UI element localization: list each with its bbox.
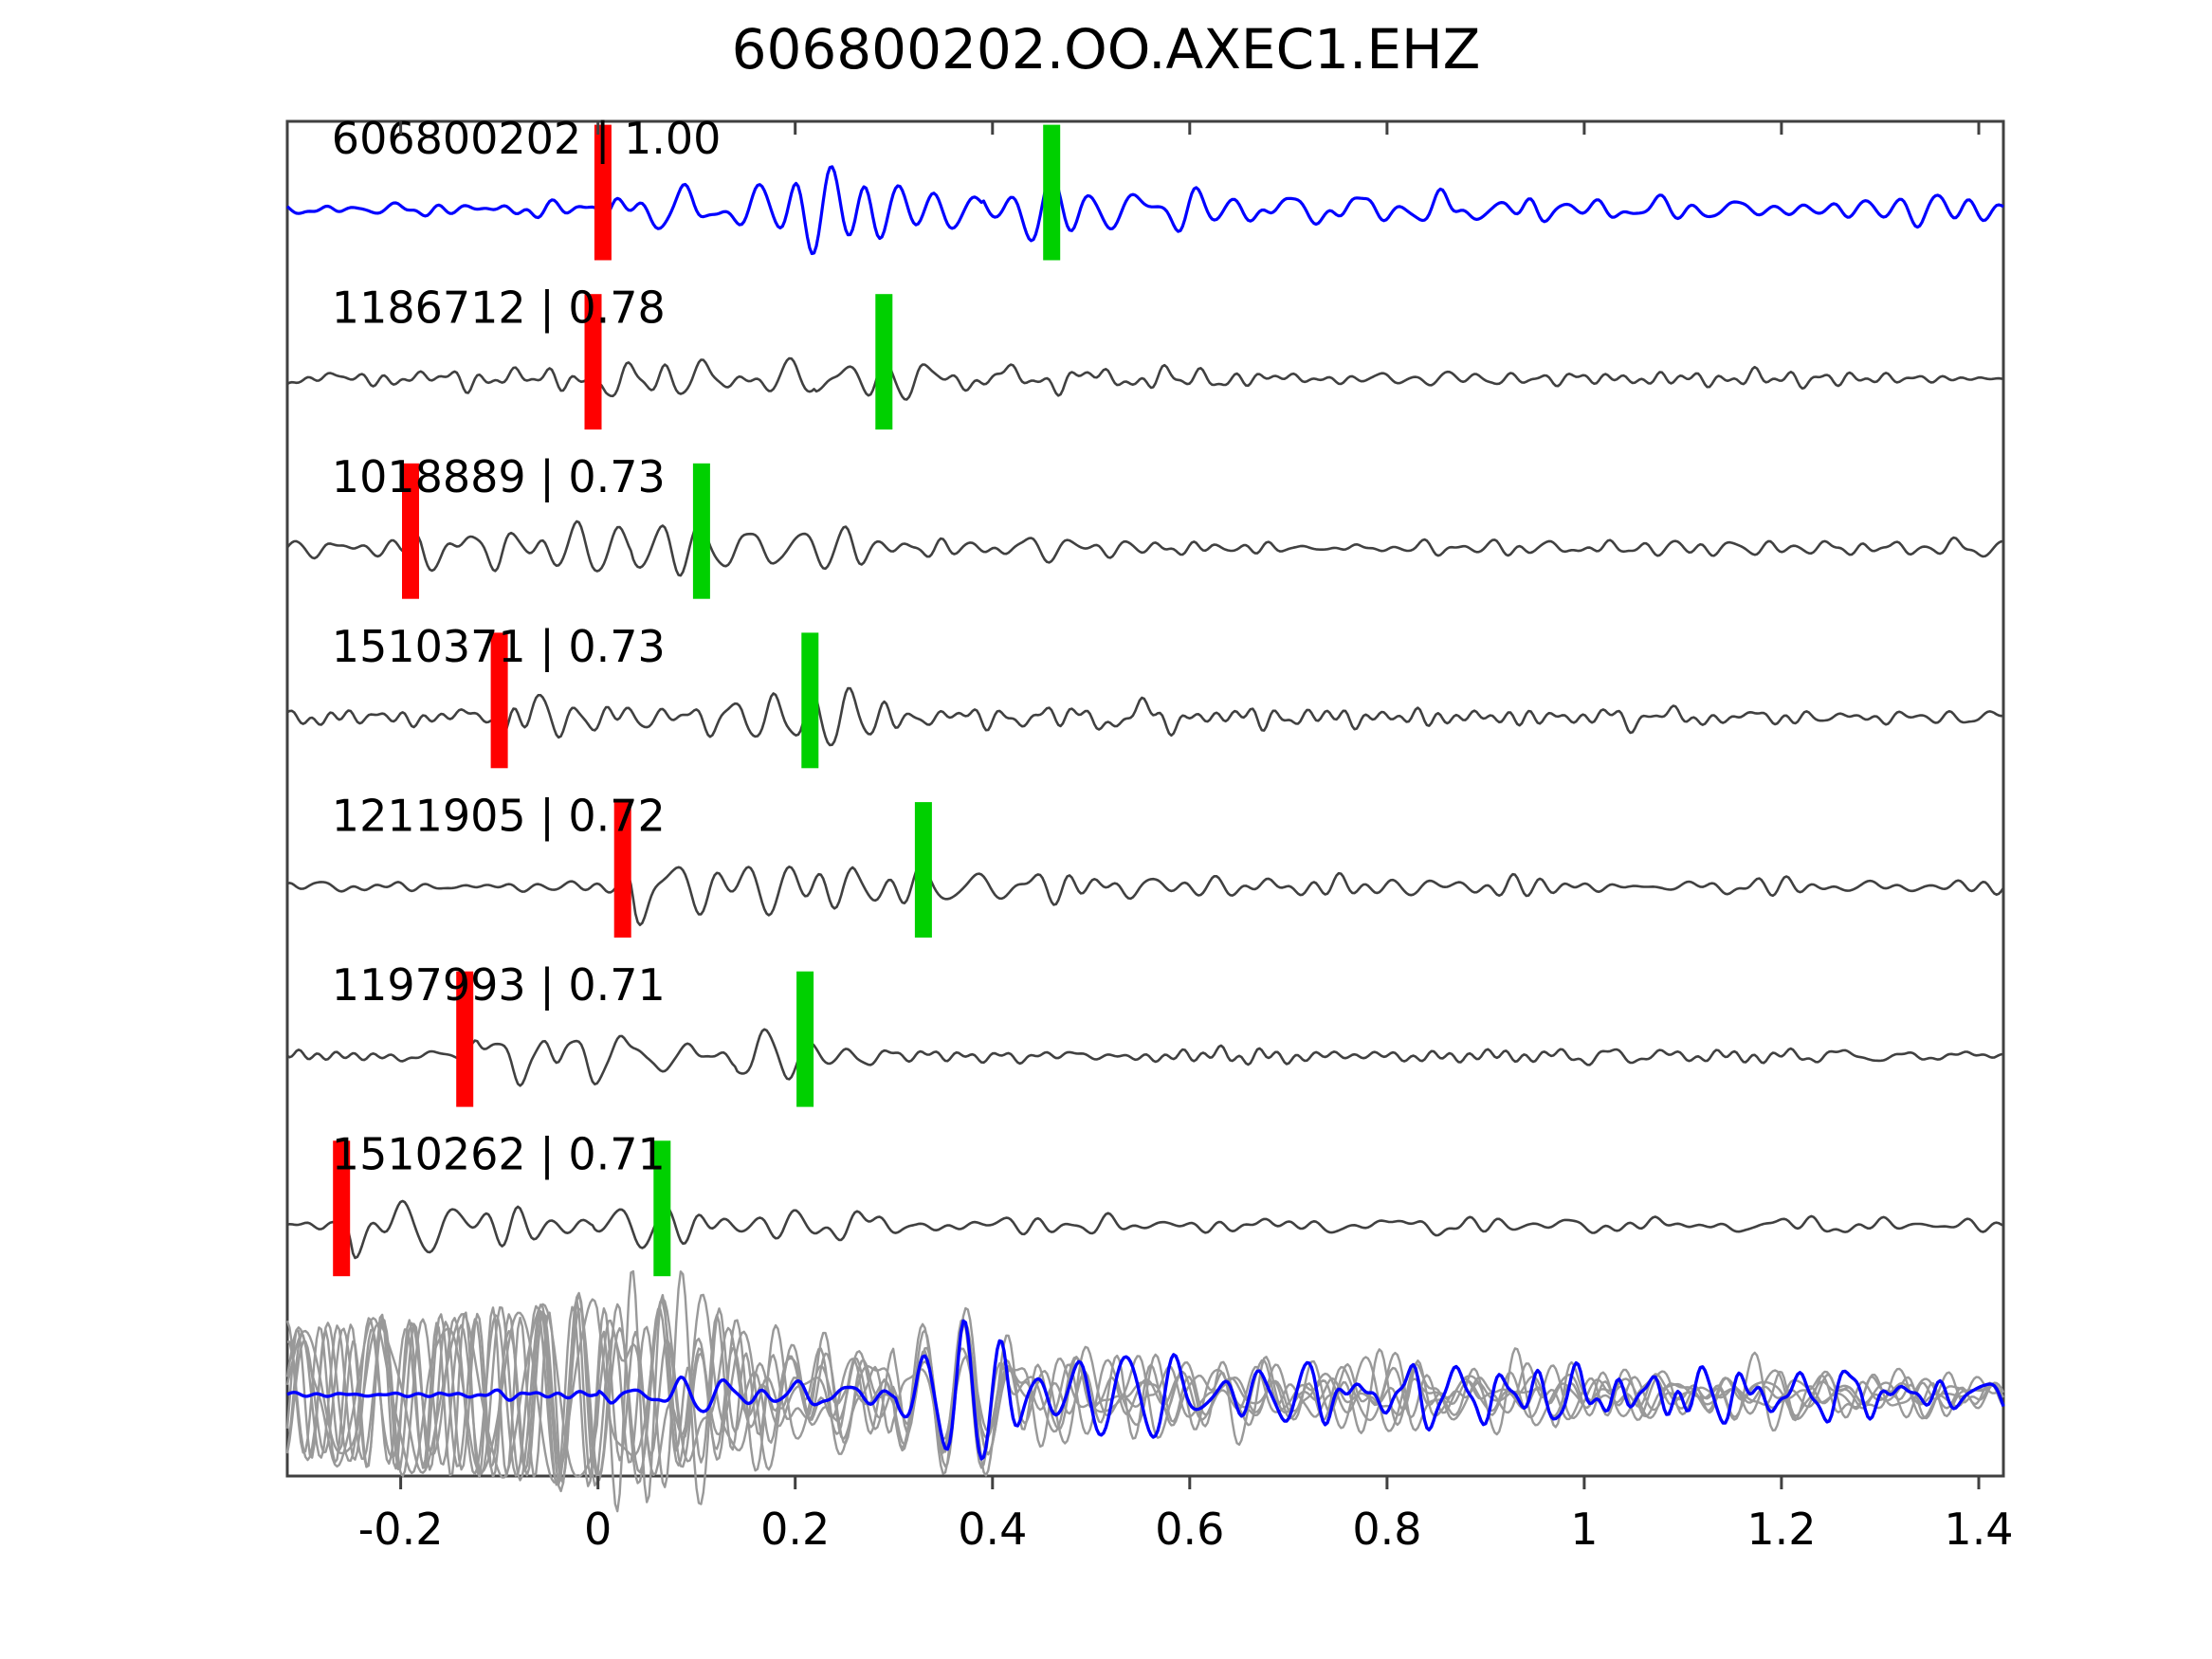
pick-markers-group xyxy=(333,124,1061,1277)
x-axis-tick-label: -0.2 xyxy=(358,1504,444,1555)
waveform-trace xyxy=(286,863,2005,926)
trace-label: 1018889 | 0.73 xyxy=(332,451,666,503)
stack-template-trace xyxy=(286,1319,2005,1461)
x-axis-tick-label: 0 xyxy=(584,1504,612,1555)
axes-frame xyxy=(285,119,2005,1478)
p-pick-marker xyxy=(490,632,508,769)
waveform-trace xyxy=(286,1028,2003,1087)
waveform-trace xyxy=(285,520,2004,577)
s-pick-marker xyxy=(1043,124,1061,261)
trace-label: 1186712 | 0.78 xyxy=(332,283,666,335)
s-pick-marker xyxy=(692,463,710,599)
s-pick-marker xyxy=(875,294,893,430)
plot-border xyxy=(285,119,2005,1478)
trace-label: 1197993 | 0.71 xyxy=(332,959,666,1012)
p-pick-marker xyxy=(613,802,631,938)
x-axis-tick-label: 0.6 xyxy=(1155,1504,1224,1555)
p-pick-marker xyxy=(333,1140,351,1277)
p-pick-marker xyxy=(456,971,474,1107)
trace-label: 1510262 | 0.71 xyxy=(332,1129,666,1181)
x-axis-ticks-group: -0.2 0 0.2 0.4 0.6 0.8 1 1.2 1.4 xyxy=(358,121,2014,1555)
waveform-trace xyxy=(285,165,2004,256)
x-axis-tick-label: 0.8 xyxy=(1352,1504,1421,1555)
x-axis-tick-label: 1 xyxy=(1570,1504,1598,1555)
x-axis-tick-label: 1.4 xyxy=(1944,1504,2013,1555)
waveform-trace xyxy=(286,356,2004,401)
trace-label: 1211905 | 0.72 xyxy=(332,790,666,842)
page-title: 606800202.OO.AXEC1.EHZ xyxy=(731,17,1481,82)
s-pick-marker xyxy=(653,1140,671,1277)
x-axis-tick-label: 0.4 xyxy=(958,1504,1027,1555)
s-pick-marker xyxy=(801,632,819,769)
waveform-trace xyxy=(286,1199,2004,1260)
p-pick-marker xyxy=(402,463,419,599)
s-pick-marker xyxy=(914,802,932,938)
waveform-trace xyxy=(286,686,2004,747)
s-pick-marker xyxy=(796,971,814,1107)
p-pick-marker xyxy=(584,294,602,430)
p-pick-marker xyxy=(594,124,612,261)
trace-labels-group: 606800202 | 1.00 1186712 | 0.78 1018889 | … xyxy=(332,113,722,1181)
trace-label: 606800202 | 1.00 xyxy=(332,113,722,165)
traces-group xyxy=(285,165,2005,1513)
stack-overlay-trace xyxy=(285,1269,2005,1513)
trace-label: 1510371 | 0.73 xyxy=(332,621,666,673)
x-axis-tick-label: 0.2 xyxy=(760,1504,830,1555)
x-axis-tick-label: 1.2 xyxy=(1746,1504,1816,1555)
